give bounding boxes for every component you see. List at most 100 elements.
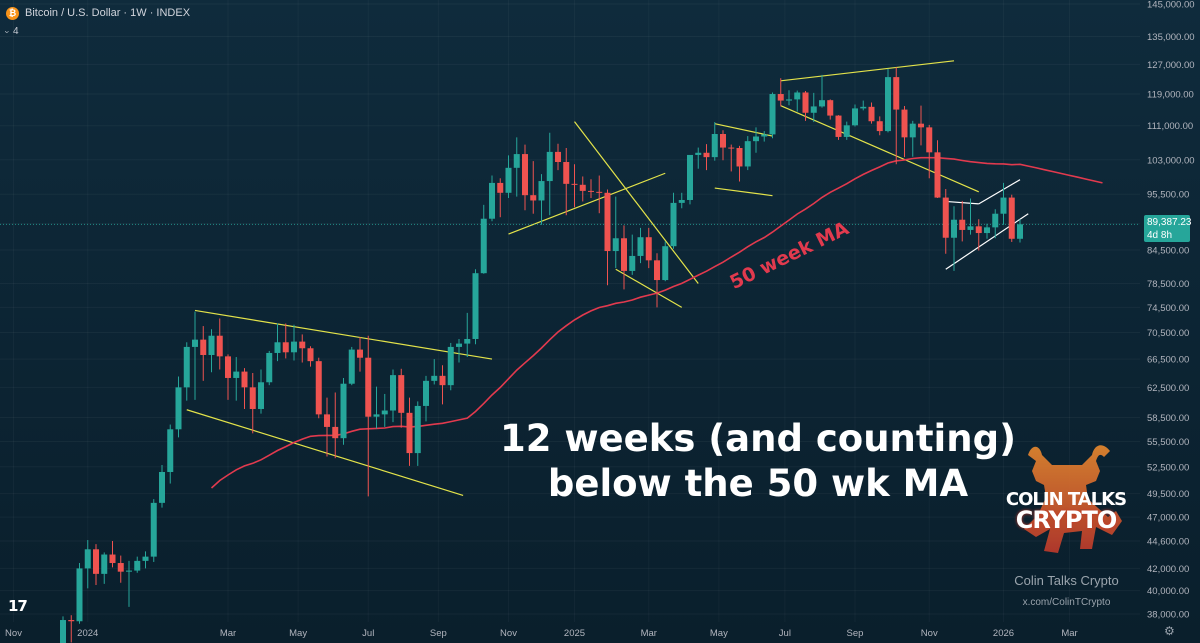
candle-up — [810, 92, 817, 123]
candle-body — [117, 563, 124, 572]
moving-average-label: 50 week MA — [726, 217, 852, 294]
candle-up — [546, 132, 553, 216]
candle-down — [579, 176, 586, 202]
candle-up — [447, 342, 454, 391]
candle-down — [728, 144, 735, 172]
candle-down — [942, 189, 949, 254]
candle-up — [885, 68, 891, 133]
candle-body — [835, 115, 842, 137]
candle-body — [819, 100, 825, 107]
gear-icon[interactable]: ⚙ — [1164, 624, 1175, 638]
watermark-handle: x.com/ColinTCrypto — [1022, 597, 1111, 608]
candle-body — [934, 152, 941, 198]
headline-line-1: 12 weeks (and counting) — [500, 417, 1016, 460]
candle-up — [612, 196, 619, 269]
candle-down — [876, 116, 883, 136]
candle-body — [233, 371, 240, 378]
trendline — [615, 268, 683, 308]
y-tick-label: 145,000.00 — [1147, 0, 1195, 11]
candle-up — [794, 90, 801, 112]
x-tick-label: Jul — [779, 628, 791, 639]
y-tick-label: 42,000.00 — [1147, 564, 1189, 575]
candle-up — [390, 369, 396, 423]
x-tick-label: Jul — [362, 628, 374, 639]
y-tick-label: 74,500.00 — [1147, 303, 1189, 314]
candle-down — [282, 323, 289, 359]
candle-down — [918, 105, 924, 146]
candle-down — [299, 334, 306, 363]
candle-body — [60, 620, 66, 643]
candle-body — [101, 554, 108, 574]
candle-down — [703, 144, 710, 171]
candle-up — [513, 137, 520, 197]
candle-body — [406, 412, 413, 454]
candle-up — [753, 127, 759, 153]
candle-body — [860, 106, 867, 109]
candle-body — [777, 94, 784, 101]
indicators-count: 4 — [13, 26, 19, 37]
candle-up — [637, 227, 644, 264]
y-tick-label: 55,500.00 — [1147, 437, 1189, 448]
candle-down — [439, 365, 446, 405]
candle-up — [423, 375, 429, 422]
candle-body — [390, 375, 396, 411]
candle-up — [687, 154, 693, 205]
candle-down — [975, 219, 982, 251]
candle-body — [579, 184, 586, 191]
x-tick-label: Nov — [5, 628, 22, 639]
candle-body — [843, 125, 850, 137]
tradingview-logo-icon[interactable]: 17 — [8, 597, 28, 615]
candle-up — [381, 393, 388, 427]
y-tick-label: 103,000.00 — [1147, 155, 1195, 166]
candle-down — [307, 346, 314, 367]
y-tick-label: 38,000.00 — [1147, 610, 1189, 621]
candle-down — [736, 145, 743, 182]
candle-up — [819, 74, 825, 108]
candle-down — [497, 178, 504, 218]
symbol-title: Bitcoin / U.S. Dollar · 1W · INDEX — [25, 7, 191, 19]
indicators-toggle[interactable]: › 4 — [3, 26, 19, 37]
bitcoin-icon: ₿ — [6, 6, 19, 20]
candle-body — [555, 151, 561, 163]
candle-down — [109, 541, 116, 568]
y-tick-label: 119,000.00 — [1147, 90, 1194, 101]
candle-body — [687, 154, 693, 200]
candle-body — [357, 349, 363, 358]
candle-up — [678, 192, 685, 209]
candle-body — [959, 219, 966, 230]
candle-body — [324, 414, 330, 427]
chart-header[interactable]: ₿ Bitcoin / U.S. Dollar · 1W · INDEX — [6, 5, 190, 21]
candle-up — [860, 100, 867, 111]
candle-up — [629, 234, 636, 275]
candle-body — [926, 127, 933, 153]
candle-down — [68, 615, 75, 643]
y-tick-label: 62,500.00 — [1147, 383, 1189, 394]
candle-body — [744, 141, 751, 167]
x-tick-label: Mar — [220, 628, 236, 639]
candle-down — [117, 555, 124, 583]
candle-body — [901, 109, 908, 138]
x-tick-label: Sep — [430, 628, 447, 639]
candle-down — [588, 179, 594, 199]
candle-up — [150, 499, 157, 562]
candle-down — [555, 143, 561, 171]
candle-up — [967, 198, 974, 235]
candle-up — [101, 552, 108, 584]
candle-up — [76, 563, 83, 624]
candle-down — [868, 102, 875, 124]
candle-body — [381, 410, 388, 415]
y-tick-label: 40,000.00 — [1147, 586, 1189, 597]
candle-down — [571, 164, 578, 208]
candle-up — [505, 155, 512, 199]
candle-body — [662, 246, 669, 281]
candle-down — [241, 368, 248, 409]
candle-body — [984, 227, 990, 234]
candle-body — [753, 136, 759, 142]
candle-body — [1017, 224, 1023, 239]
candle-body — [876, 121, 883, 132]
candle-body — [612, 238, 619, 252]
candle-up — [992, 209, 999, 239]
candle-body — [398, 375, 405, 413]
candle-body — [951, 219, 957, 238]
